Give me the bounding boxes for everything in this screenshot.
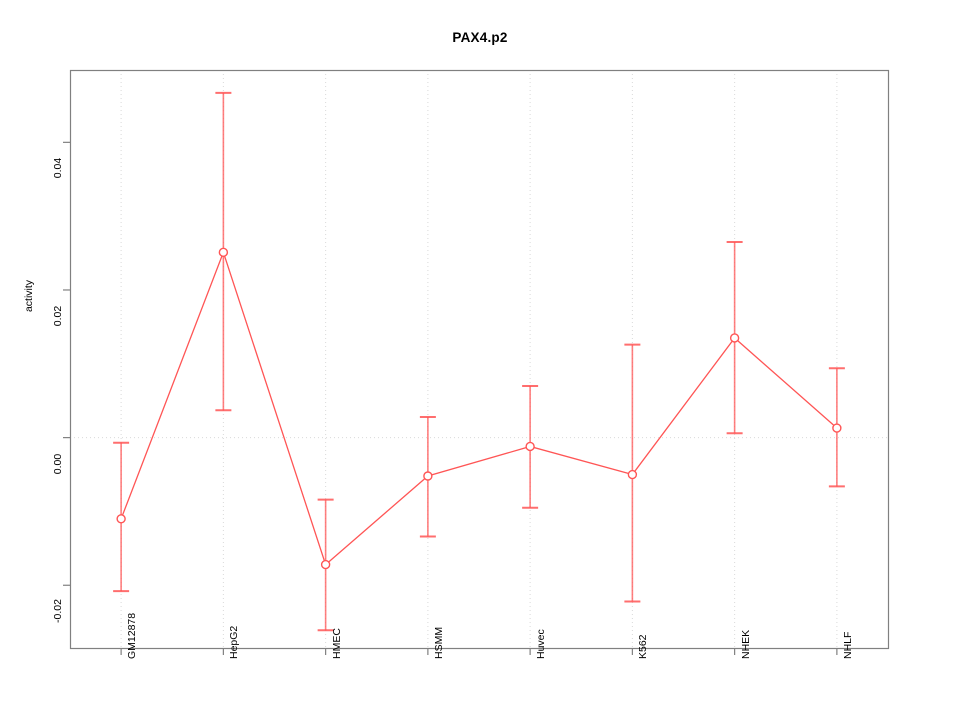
chart-title: PAX4.p2	[452, 30, 508, 45]
x-tick-label: NHLF	[841, 631, 854, 659]
y-axis-ticks	[63, 141, 70, 586]
data-point-marker	[320, 559, 331, 570]
x-axis-ticks	[120, 648, 838, 655]
y-tick-label: 0.04	[52, 158, 64, 179]
series-line	[120, 250, 838, 566]
x-tick-label: K562	[637, 634, 650, 659]
data-point-marker	[218, 247, 229, 258]
data-point-marker	[525, 441, 535, 452]
y-tick-label: 0.02	[52, 305, 64, 327]
gridlines	[70, 70, 888, 648]
y-tick-label: -0.02	[52, 599, 64, 624]
error-bars	[113, 91, 845, 632]
data-point-marker	[832, 423, 842, 433]
x-tick-label: NHEK	[739, 629, 752, 659]
plot-frame	[69, 69, 890, 650]
data-markers	[116, 247, 842, 570]
x-tick-label: HMEC	[330, 628, 343, 659]
y-tick-label: 0.00	[52, 453, 64, 474]
data-point-marker	[116, 514, 126, 524]
x-tick-label: Huvec	[535, 629, 548, 659]
data-point-marker	[729, 333, 740, 343]
x-tick-label: HepG2	[228, 625, 241, 659]
data-point-marker	[423, 471, 433, 481]
x-tick-label: HSMM	[432, 626, 445, 659]
data-point-marker	[627, 469, 638, 480]
x-tick-label: GM12878	[126, 612, 139, 659]
series-polyline	[120, 250, 838, 566]
